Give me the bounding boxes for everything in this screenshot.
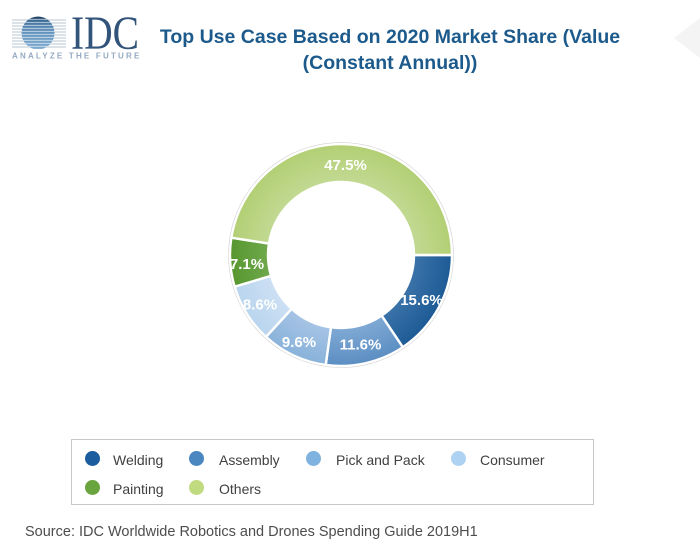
svg-text:11.6%: 11.6% (340, 337, 382, 354)
svg-text:IDC: IDC (71, 7, 139, 60)
svg-text:9.6%: 9.6% (282, 334, 316, 351)
svg-text:15.6%: 15.6% (400, 292, 443, 309)
svg-text:8.6%: 8.6% (243, 297, 277, 314)
svg-text:47.5%: 47.5% (324, 157, 367, 174)
svg-text:ANALYZE THE FUTURE: ANALYZE THE FUTURE (12, 52, 142, 61)
svg-text:7.1%: 7.1% (230, 256, 264, 273)
